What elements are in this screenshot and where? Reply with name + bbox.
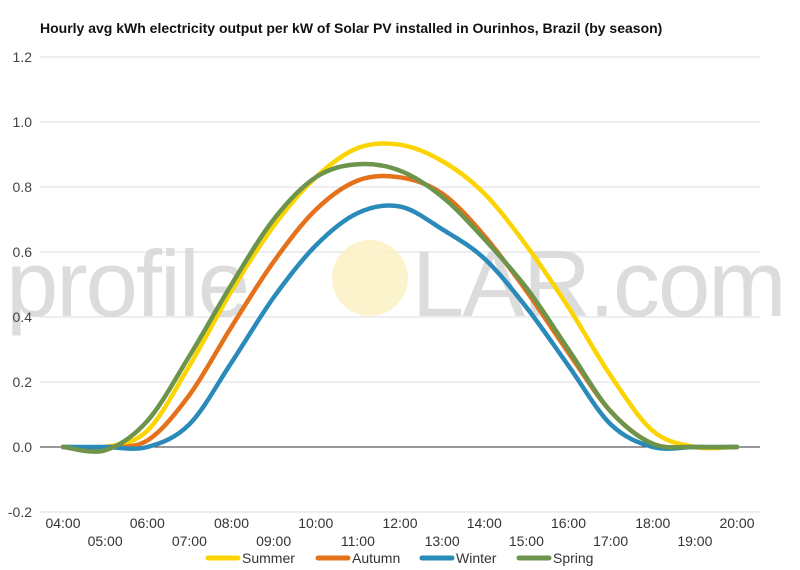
x-tick-label: 04:00 xyxy=(45,515,80,531)
y-tick-label: 0.4 xyxy=(13,309,33,325)
x-tick-label: 09:00 xyxy=(256,533,291,549)
legend-item-winter: Winter xyxy=(419,550,497,566)
watermark-sun-icon xyxy=(332,240,408,316)
x-tick-label: 05:00 xyxy=(88,533,123,549)
legend-label: Winter xyxy=(456,550,497,566)
x-tick-label: 11:00 xyxy=(341,533,375,549)
legend-label: Autumn xyxy=(352,550,400,566)
legend-label: Spring xyxy=(553,550,593,566)
x-tick-label: 20:00 xyxy=(719,515,754,531)
x-tick-label: 15:00 xyxy=(509,533,544,549)
series-line-summer xyxy=(60,141,740,451)
x-tick-label: 10:00 xyxy=(298,515,333,531)
x-tick-label: 14:00 xyxy=(467,515,502,531)
x-tick-label: 08:00 xyxy=(214,515,249,531)
watermark: profile LAR.com xyxy=(6,231,787,336)
series-line-spring xyxy=(60,161,740,454)
legend-item-autumn: Autumn xyxy=(315,550,400,566)
x-tick-label: 12:00 xyxy=(382,515,417,531)
legend-label: Summer xyxy=(242,550,295,566)
series-line-winter xyxy=(60,203,740,451)
grid xyxy=(40,56,760,513)
y-tick-label: 1.2 xyxy=(13,49,33,65)
x-tick-label: 06:00 xyxy=(130,515,165,531)
x-axis: 04:00 05:00 06:00 07:00 08:00 09:00 10:00 11:00… xyxy=(45,515,754,549)
x-tick-label: 18:00 xyxy=(635,515,670,531)
y-tick-label: -0.2 xyxy=(8,504,32,520)
legend: Summer Autumn Winter Spring xyxy=(205,550,593,566)
x-tick-label: 07:00 xyxy=(172,533,207,549)
y-tick-label: 0.6 xyxy=(13,244,33,260)
x-tick-label: 16:00 xyxy=(551,515,586,531)
x-tick-label: 13:00 xyxy=(425,533,460,549)
y-tick-label: 0.0 xyxy=(13,439,33,455)
chart-title: Hourly avg kWh electricity output per kW… xyxy=(40,20,662,36)
y-tick-label: 0.8 xyxy=(13,179,33,195)
y-axis: -0.2 0.0 0.2 0.4 0.6 0.8 1.0 1.2 xyxy=(8,49,32,520)
series-lines xyxy=(60,141,740,454)
legend-item-summer: Summer xyxy=(205,550,295,566)
x-tick-label: 19:00 xyxy=(677,533,712,549)
legend-item-spring: Spring xyxy=(516,550,593,566)
y-tick-label: 1.0 xyxy=(13,114,33,130)
x-tick-label: 17:00 xyxy=(593,533,628,549)
y-tick-label: 0.2 xyxy=(13,374,33,390)
